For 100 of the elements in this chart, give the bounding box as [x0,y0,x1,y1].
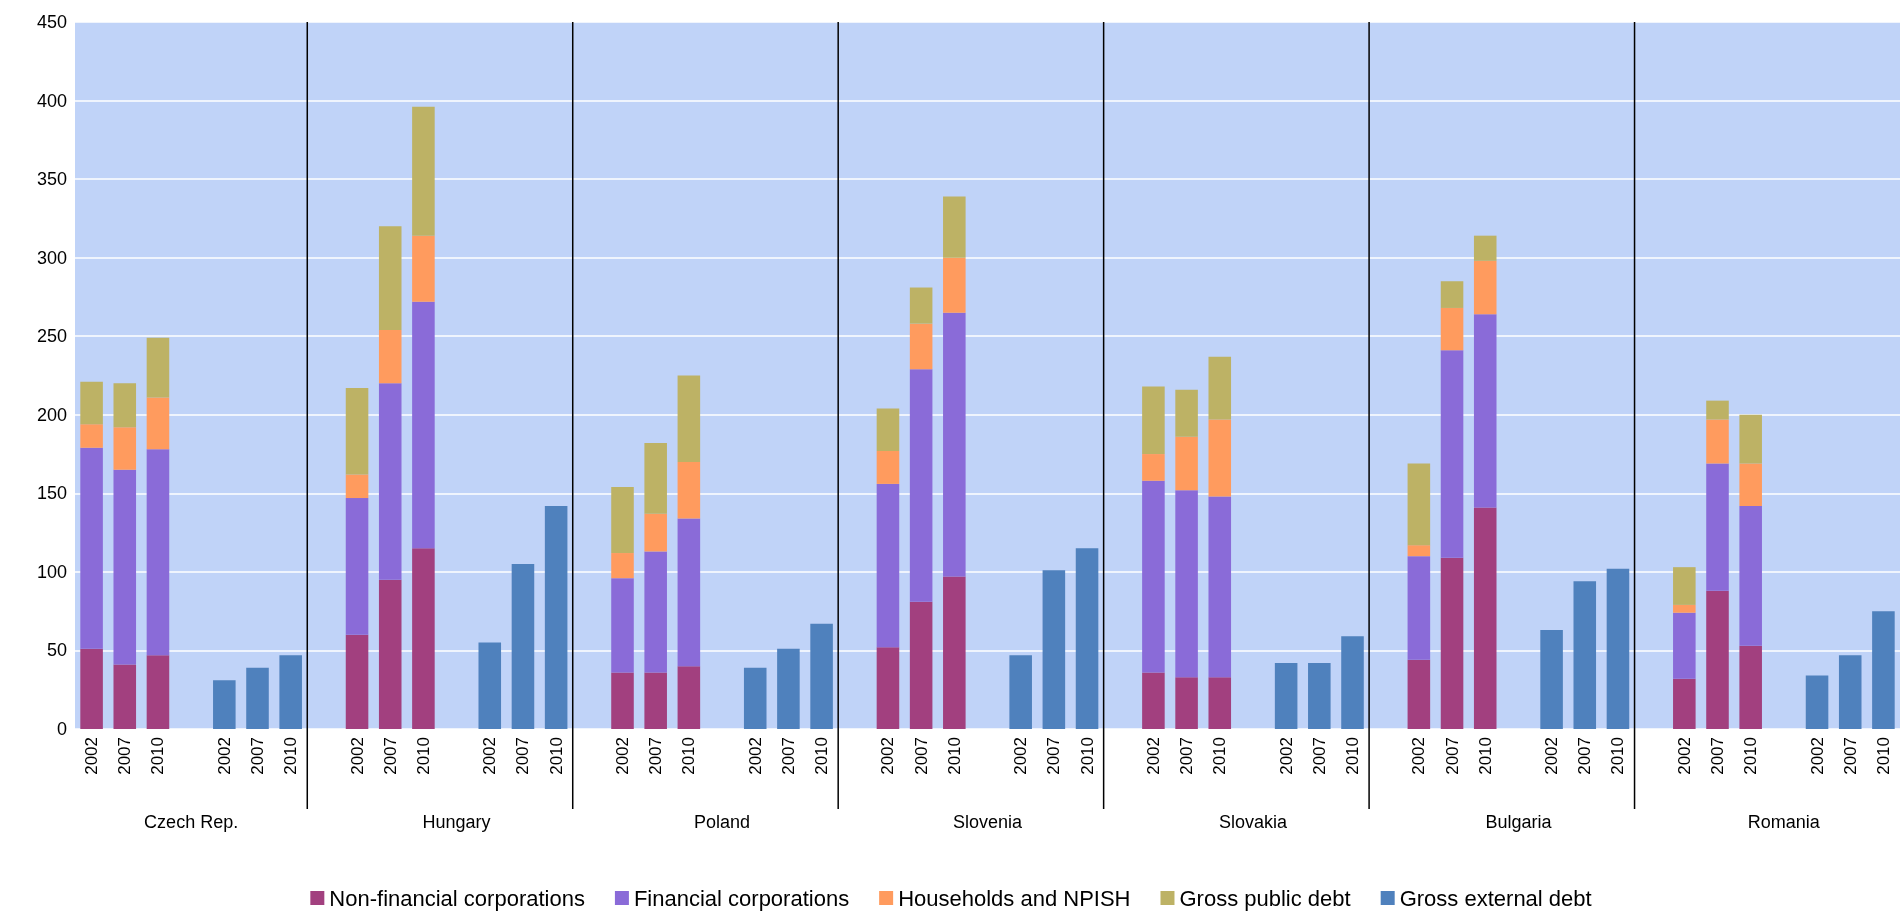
bar [1440,557,1464,729]
bar [876,483,900,648]
bar [113,427,137,470]
bar [113,469,137,665]
bar [412,548,435,729]
x-tick-label: 2010 [1210,737,1230,775]
bar [909,601,933,729]
x-tick-label: 2002 [745,737,765,775]
bar [1407,463,1431,546]
bar [611,578,634,673]
bar [943,196,966,258]
bar [1407,659,1431,729]
bar [1175,389,1198,437]
bar [478,642,502,729]
bar [1706,590,1729,729]
bar [909,323,933,370]
bar [1042,570,1066,729]
bar [113,383,137,428]
bar [1407,556,1431,660]
bar [1208,419,1232,497]
y-tick-label: 100 [36,561,67,582]
bar [743,667,767,729]
bar [345,474,369,499]
legend-label: Households and NPISH [898,885,1131,911]
x-tick-label: 2010 [148,737,168,775]
x-tick-label: 2002 [1674,737,1694,775]
bar [1739,414,1762,464]
x-tick-label: 2007 [1708,737,1727,775]
bar [80,447,103,649]
bar [876,647,900,729]
bar [1142,672,1165,729]
bar [345,498,369,635]
x-tick-label: 2010 [1077,737,1097,775]
text: Czech Rep. [144,812,239,832]
legend-label: Gross external debt [1399,885,1592,911]
y-tick-label: 300 [36,247,67,268]
bar [1838,655,1862,729]
bar [644,672,667,729]
bar [511,564,535,729]
x-tick-label: 2007 [513,737,533,775]
x-tick-label: 2007 [248,737,267,775]
bar [146,449,170,656]
bar [1175,436,1198,491]
x-tick-label: 2010 [281,737,301,775]
bar [412,301,435,549]
x-tick-label: 2007 [911,737,931,775]
x-tick-label: 2007 [380,737,400,775]
bar [1142,454,1165,481]
text: Romania [1747,812,1821,832]
x-tick-label: 2010 [413,737,433,775]
bar [1706,419,1729,464]
y-tick-label: 0 [56,719,67,739]
x-tick-label: 2010 [679,737,699,775]
bar [1208,356,1232,420]
y-tick-label: 50 [46,640,67,661]
bar [378,383,402,580]
bar [1673,678,1696,729]
bar [246,667,269,729]
x-tick-label: 2007 [1309,737,1329,775]
bar [345,634,369,729]
x-tick-label: 2010 [1873,737,1893,775]
bar [876,450,900,484]
bar [1473,235,1497,261]
bar [378,329,402,384]
bar [1673,567,1696,605]
y-tick-label: 450 [36,12,67,32]
bar [378,579,402,729]
bar [146,655,170,729]
y-tick-label: 400 [36,90,67,111]
bar [412,106,435,236]
bar [1175,490,1198,678]
bar [146,337,170,398]
x-tick-label: 2002 [82,737,102,775]
bar [544,505,568,729]
bar [1440,281,1464,308]
text: Slovenia [952,812,1024,832]
bar [810,623,833,729]
bar [1473,314,1497,508]
bar [677,375,701,462]
bar [1473,507,1497,729]
x-tick-label: 2002 [1409,737,1429,775]
bar [644,513,667,552]
x-tick-label: 2007 [115,737,135,775]
bar [1573,581,1597,729]
bar [412,235,435,302]
bar [1142,386,1165,455]
bar [611,487,634,554]
x-tick-label: 2007 [1840,737,1860,775]
text: Slovakia [1218,812,1288,832]
x-tick-label: 2010 [1741,737,1761,775]
x-tick-label: 2002 [214,737,234,775]
bar [1142,480,1165,673]
text: Bulgaria [1485,812,1553,832]
bar [1075,548,1099,729]
bar [1407,545,1431,557]
bar [1208,496,1232,678]
bar [943,312,966,577]
bar [1739,645,1762,729]
bar [1308,663,1331,729]
legend-label: Financial corporations [633,885,850,911]
